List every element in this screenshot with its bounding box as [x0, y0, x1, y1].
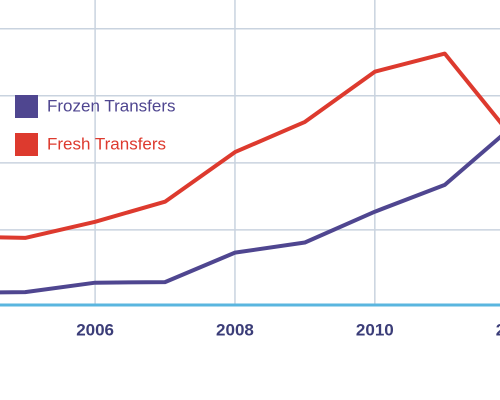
- legend-swatch: [15, 95, 38, 118]
- line-series: [0, 51, 500, 240]
- line-series: [0, 134, 500, 295]
- legend-label: Frozen Transfers: [47, 96, 176, 115]
- legend-swatch: [15, 133, 38, 156]
- x-tick-label: 2012: [496, 320, 500, 339]
- x-tick-label: 2006: [76, 320, 114, 339]
- legend-label: Fresh Transfers: [47, 134, 166, 153]
- x-tick-label: 2010: [356, 320, 394, 339]
- x-tick-label: 2008: [216, 320, 254, 339]
